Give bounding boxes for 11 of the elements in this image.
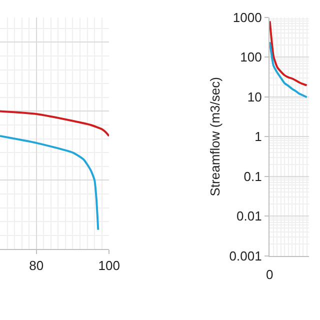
line-series [269, 41, 308, 98]
x-tick-label: 80 [29, 258, 44, 273]
text: 0 [266, 267, 274, 282]
y-axis-title: Streamflow (m3/sec) [207, 77, 222, 196]
y-tick-label: 1 [254, 129, 262, 144]
y-tick-label: 100 [240, 50, 262, 65]
y-tick-label: 0.001 [229, 248, 262, 264]
y-tick-label: 0.01 [236, 208, 262, 224]
y-tick-label: 0.1 [244, 168, 262, 184]
y-tick-label: 10 [247, 89, 262, 104]
y-tick-label: 1000 [232, 10, 262, 25]
